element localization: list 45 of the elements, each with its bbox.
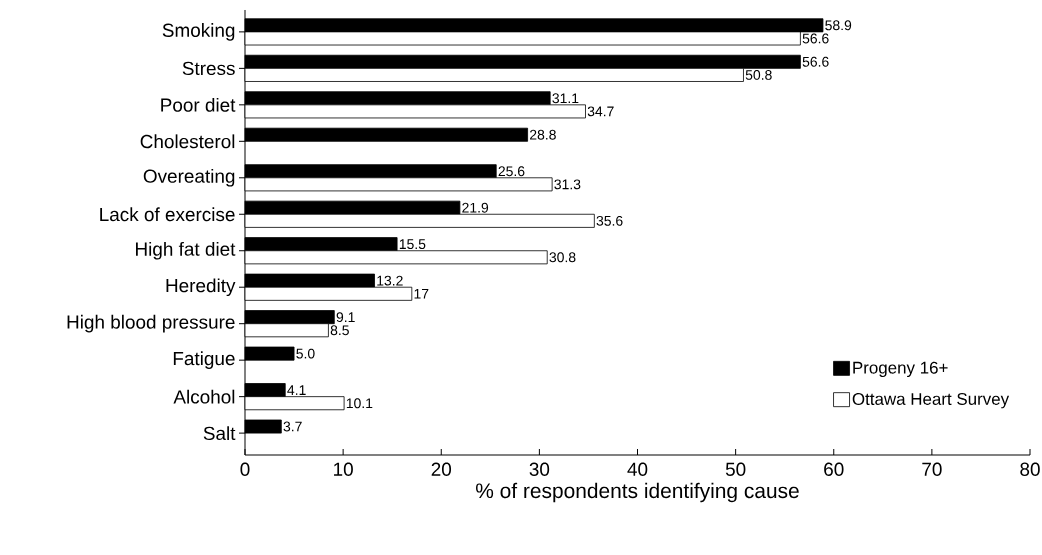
data-label: 10.1 <box>346 398 373 409</box>
data-label: 21.9 <box>462 202 489 213</box>
x-tick-label: 70 <box>922 462 942 476</box>
data-label: 25.6 <box>498 166 525 177</box>
data-label: 4.1 <box>287 385 306 395</box>
data-label: 31.3 <box>554 179 581 190</box>
data-label: 8.5 <box>330 325 349 336</box>
data-label: 34.7 <box>587 106 614 117</box>
y-tick-label: Alcohol <box>173 389 235 404</box>
data-label: 28.8 <box>530 129 556 140</box>
data-label: 3.7 <box>283 421 302 432</box>
data-label: 15.5 <box>399 239 426 250</box>
data-label: 30.8 <box>549 252 576 263</box>
data-label: 13.2 <box>377 275 403 286</box>
y-tick-label: Stress <box>182 61 235 76</box>
data-label: 35.6 <box>596 215 623 226</box>
x-tick-label: 30 <box>529 462 550 476</box>
data-label: 50.8 <box>745 69 772 80</box>
x-axis-title: % of respondents identifying cause <box>476 482 799 503</box>
y-tick-label: Salt <box>203 426 236 441</box>
x-tick-label: 0 <box>240 462 250 476</box>
y-tick-label: Smoking <box>162 23 235 41</box>
legend-label: Progeny 16+ <box>853 361 948 378</box>
data-label: 5.0 <box>296 348 315 359</box>
x-tick-label: 60 <box>824 462 844 476</box>
y-tick-label: Overeating <box>143 168 235 187</box>
legend-label: Ottawa Heart Survey <box>852 392 1010 409</box>
y-tick-label: Fatigue <box>173 351 235 369</box>
x-tick-label: 20 <box>431 462 452 476</box>
data-label: 17 <box>414 288 429 299</box>
x-tick-label: 80 <box>1020 462 1040 476</box>
data-label: 56.6 <box>802 56 829 67</box>
data-label: 31.1 <box>552 93 579 104</box>
x-tick-label: 10 <box>334 462 353 476</box>
y-tick-label: Poor diet <box>161 97 236 112</box>
y-tick-label: Cholesterol <box>140 134 235 149</box>
y-tick-label: Lack of exercise <box>100 207 235 222</box>
data-label: 56.6 <box>802 33 829 44</box>
x-tick-label: 50 <box>725 462 746 476</box>
y-tick-label: High blood pressure <box>67 314 235 333</box>
data-label: 58.9 <box>825 20 852 31</box>
data-label: 9.1 <box>336 312 355 323</box>
x-tick-label: 40 <box>627 462 648 476</box>
y-tick-label: High fat diet <box>136 241 236 260</box>
y-tick-label: Heredity <box>166 278 236 297</box>
